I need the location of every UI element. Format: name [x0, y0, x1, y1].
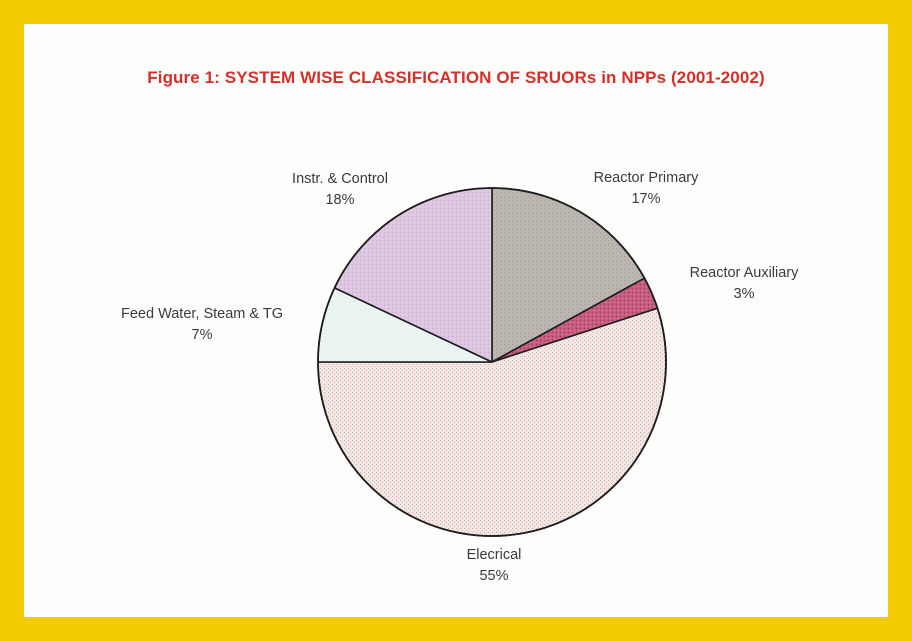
slice-percent-reactor-primary: 17%	[631, 191, 660, 207]
slice-label-reactor-primary: Reactor Primary	[594, 170, 699, 186]
slice-percent-elecrical: 55%	[479, 568, 508, 584]
pie-outline	[317, 187, 667, 537]
chart-title: Figure 1: SYSTEM WISE CLASSIFICATION OF …	[147, 68, 765, 87]
pie-chart: Reactor Primary 17% Reactor Auxiliary 3% Ele…	[121, 170, 800, 584]
slice-percent-instr-control: 18%	[325, 192, 354, 208]
figure-panel: Figure 1: SYSTEM WISE CLASSIFICATION OF …	[24, 24, 888, 617]
slice-label-elecrical: Elecrical	[467, 547, 522, 563]
slice-label-reactor-auxiliary: Reactor Auxiliary	[690, 265, 800, 281]
slice-percent-feed-water-steam-tg: 7%	[192, 327, 213, 343]
slice-label-feed-water-steam-tg: Feed Water, Steam & TG	[121, 306, 283, 322]
slice-label-instr-control: Instr. & Control	[292, 171, 388, 187]
slice-percent-reactor-auxiliary: 3%	[734, 286, 755, 302]
